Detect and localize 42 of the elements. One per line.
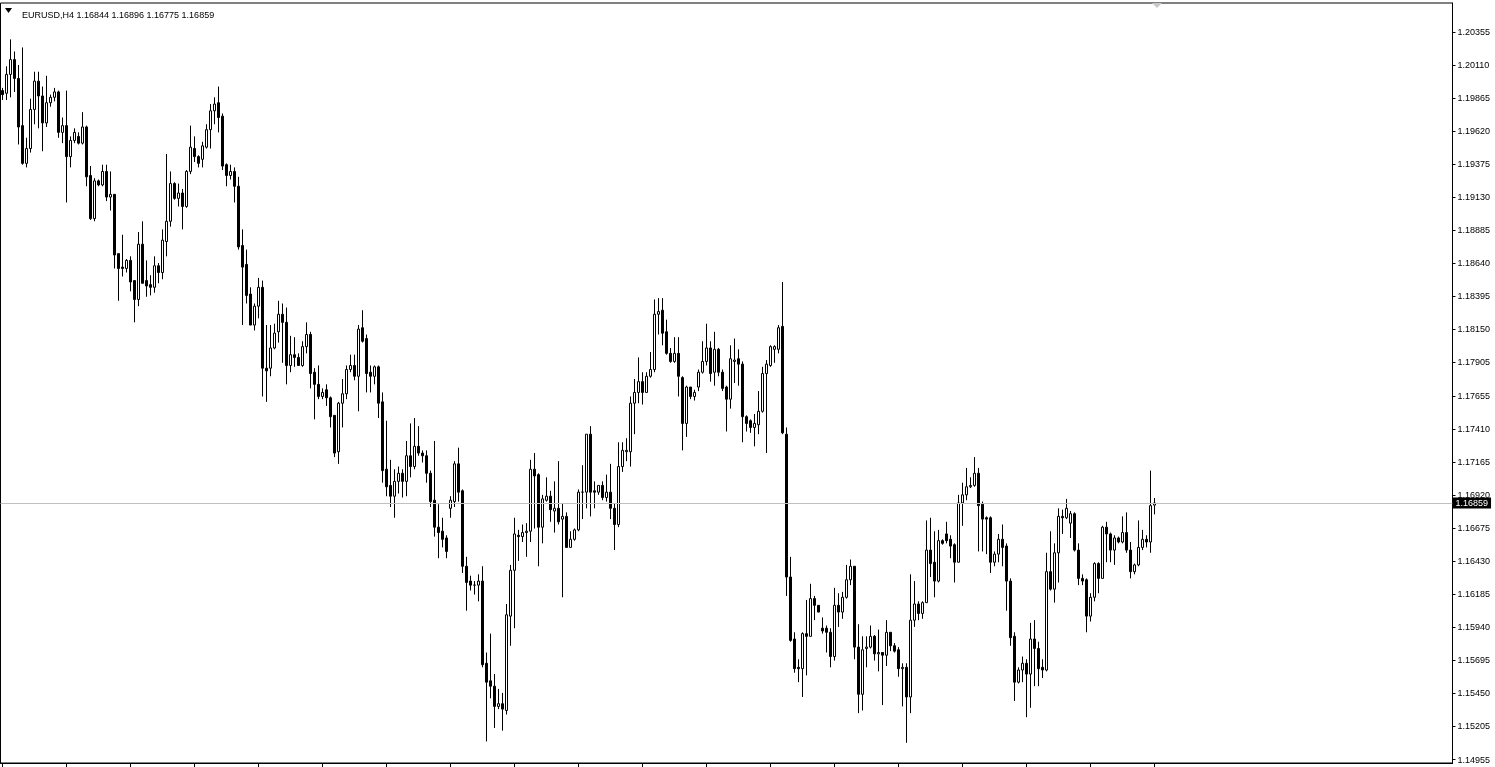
y-tick-label: 1.15205 xyxy=(1457,720,1491,731)
y-tick-label: 1.19375 xyxy=(1457,159,1491,170)
y-tick-label: 1.17655 xyxy=(1457,390,1491,401)
y-tick-label: 1.16675 xyxy=(1457,522,1491,533)
y-tick-label: 1.15695 xyxy=(1457,654,1491,665)
y-tick-label: 1.15940 xyxy=(1457,621,1491,632)
candlestick xyxy=(57,90,60,139)
candlestick xyxy=(781,281,784,435)
candlestick xyxy=(1149,470,1152,554)
candlestick xyxy=(285,307,288,385)
y-tick-label: 1.17410 xyxy=(1457,423,1491,434)
y-tick-label: 1.19620 xyxy=(1457,126,1491,137)
candlestick xyxy=(681,375,684,451)
candlestick xyxy=(153,255,156,294)
candlestick xyxy=(693,389,696,402)
candlestick xyxy=(21,46,24,166)
y-tick-label: 1.16185 xyxy=(1457,588,1491,599)
text: EURUSD,H4 1.16844 1.16896 1.16775 1.16859 xyxy=(22,9,215,20)
y-tick-label: 1.20355 xyxy=(1457,26,1491,37)
y-tick-label: 1.17905 xyxy=(1457,357,1491,368)
y-tick-label: 1.19130 xyxy=(1457,192,1491,203)
y-tick-label: 1.14955 xyxy=(1457,754,1491,765)
y-tick-label: 1.19865 xyxy=(1457,93,1491,103)
candlestick xyxy=(1085,577,1088,633)
candlestick xyxy=(677,336,680,397)
y-tick-label: 1.18150 xyxy=(1457,324,1491,335)
candlestick xyxy=(713,331,716,387)
y-tick-label: 1.20110 xyxy=(1457,59,1490,70)
y-tick-label: 1.16430 xyxy=(1457,555,1491,566)
candlestick xyxy=(1113,534,1116,566)
candlestick xyxy=(65,90,68,203)
y-tick-label: 1.16920 xyxy=(1457,489,1491,500)
candlestick xyxy=(989,515,992,574)
candlestick xyxy=(589,425,592,517)
y-tick-label: 1.18885 xyxy=(1457,225,1491,236)
candlestick xyxy=(293,336,296,368)
candlestick xyxy=(9,38,12,98)
ref-line-label: 1.16859 xyxy=(1455,498,1489,509)
y-tick-label: 1.18395 xyxy=(1457,291,1491,302)
y-tick-label: 1.17165 xyxy=(1457,456,1491,467)
y-tick-label: 1.15450 xyxy=(1457,687,1491,698)
y-tick-label: 1.18640 xyxy=(1457,258,1491,269)
